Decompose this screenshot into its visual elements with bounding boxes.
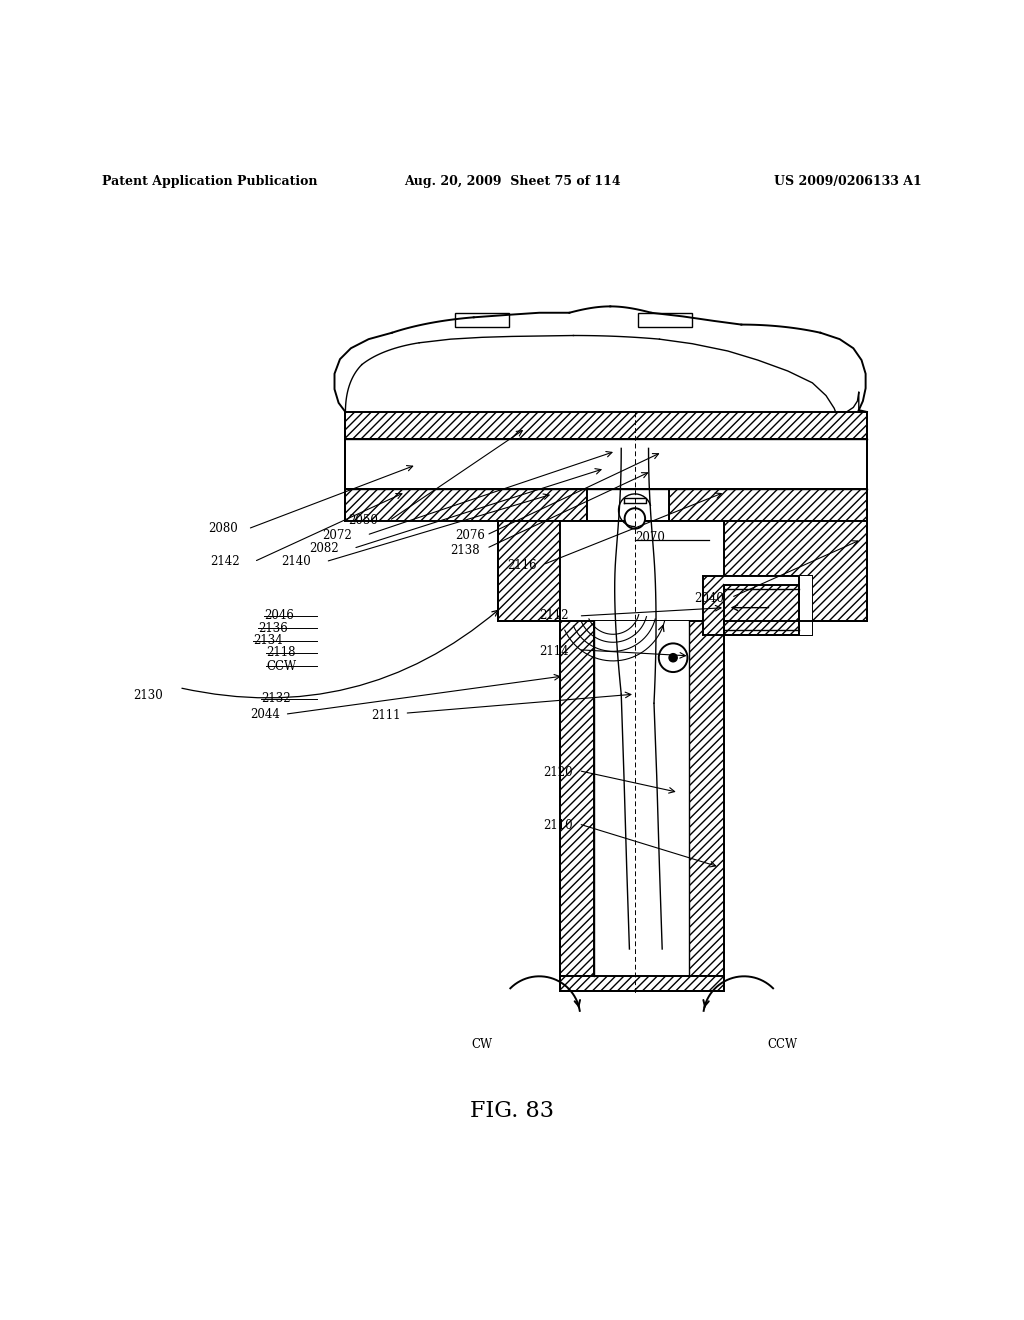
Text: CCW: CCW xyxy=(266,660,296,673)
Text: 2070: 2070 xyxy=(635,531,665,544)
Text: 2080: 2080 xyxy=(208,523,238,536)
Text: 2130: 2130 xyxy=(133,689,163,702)
Text: CW: CW xyxy=(471,1038,493,1051)
Text: 2050: 2050 xyxy=(348,515,378,527)
Text: 2044: 2044 xyxy=(250,708,280,721)
Text: 2082: 2082 xyxy=(309,543,339,554)
Bar xyxy=(345,490,587,521)
Bar xyxy=(560,622,594,977)
Text: 2132: 2132 xyxy=(261,693,291,705)
Text: 2142: 2142 xyxy=(210,556,240,568)
Bar xyxy=(724,521,867,622)
Bar xyxy=(724,585,799,635)
Circle shape xyxy=(669,653,677,661)
Text: Aug. 20, 2009  Sheet 75 of 114: Aug. 20, 2009 Sheet 75 of 114 xyxy=(403,176,621,189)
Text: 2072: 2072 xyxy=(323,528,352,541)
Bar xyxy=(703,576,812,635)
Circle shape xyxy=(658,643,687,672)
Bar xyxy=(560,977,724,991)
Text: 2136: 2136 xyxy=(258,622,288,635)
Bar xyxy=(594,622,689,977)
Bar xyxy=(669,490,867,521)
Text: CCW: CCW xyxy=(767,1038,798,1051)
Bar xyxy=(638,313,692,327)
Text: 2111: 2111 xyxy=(371,709,400,722)
Text: 2110: 2110 xyxy=(543,820,572,833)
Text: 2140: 2140 xyxy=(282,556,311,568)
Text: Patent Application Publication: Patent Application Publication xyxy=(102,176,317,189)
Text: 2118: 2118 xyxy=(266,647,296,659)
Text: 2076: 2076 xyxy=(456,528,485,541)
Text: 2114: 2114 xyxy=(540,645,569,659)
Text: 2112: 2112 xyxy=(540,610,569,623)
Text: 2134: 2134 xyxy=(253,634,283,647)
Bar xyxy=(724,576,812,635)
Bar xyxy=(587,490,669,521)
Bar xyxy=(345,440,867,490)
Text: FIG. 83: FIG. 83 xyxy=(470,1100,554,1122)
Text: 2040: 2040 xyxy=(694,593,724,605)
Bar xyxy=(345,412,867,440)
Bar xyxy=(560,521,724,622)
Circle shape xyxy=(625,508,645,529)
Bar xyxy=(499,521,560,622)
Bar xyxy=(455,313,509,327)
Text: US 2009/0206133 A1: US 2009/0206133 A1 xyxy=(774,176,922,189)
Text: 2116: 2116 xyxy=(507,560,537,573)
Text: 2046: 2046 xyxy=(264,610,294,623)
Text: 2120: 2120 xyxy=(543,766,572,779)
Bar xyxy=(689,622,724,977)
Text: 2138: 2138 xyxy=(451,544,480,557)
